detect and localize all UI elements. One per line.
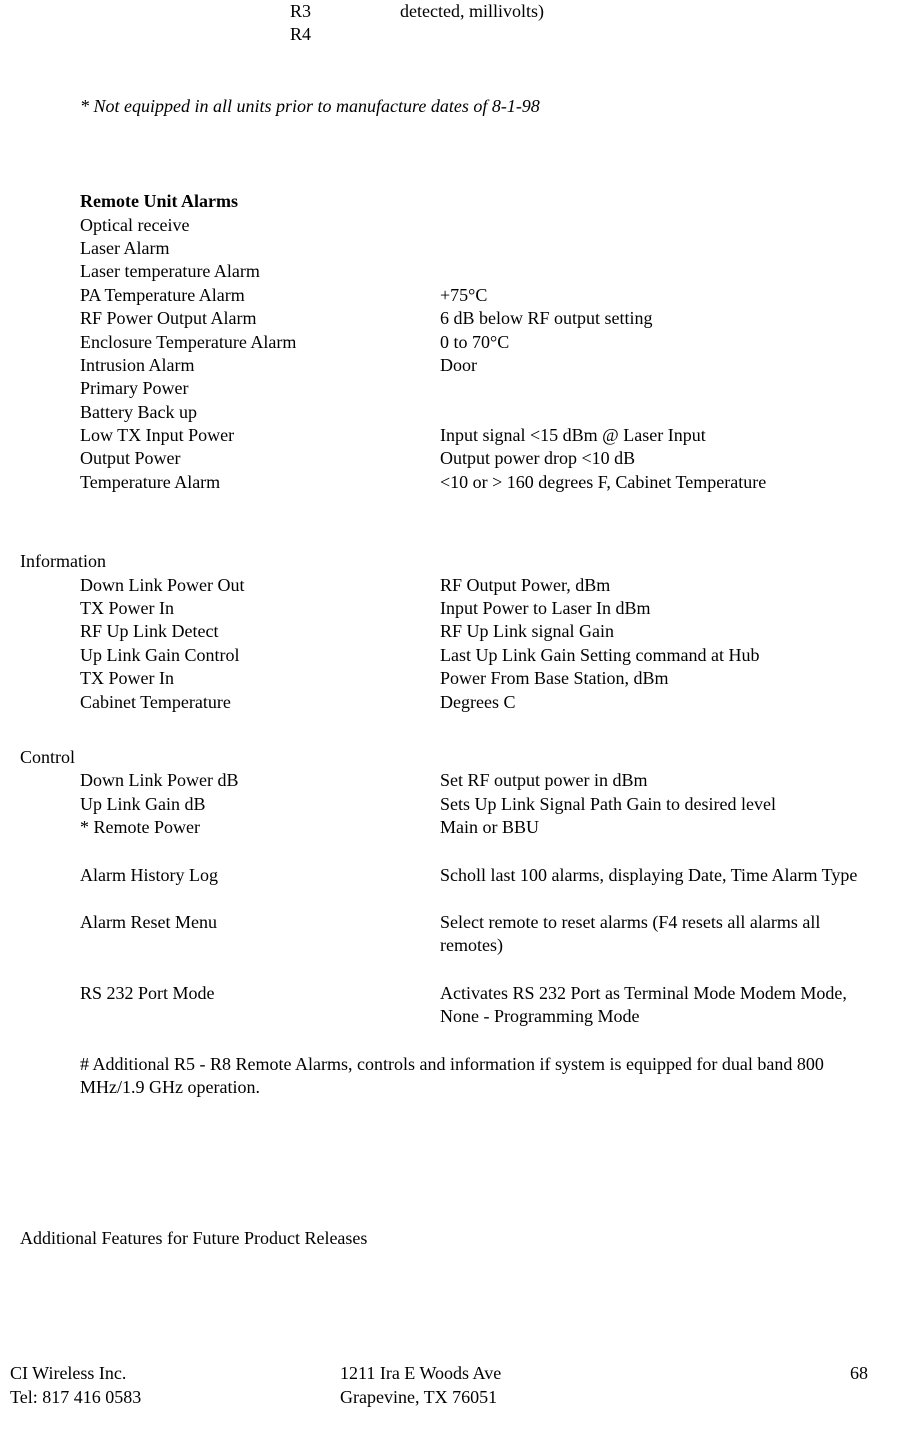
- alarm-row-label: Laser Alarm: [10, 237, 440, 260]
- alarm-row-label: Output Power: [10, 447, 440, 470]
- info-row-label: TX Power In: [10, 597, 440, 620]
- alarm-row-label: Optical receive: [10, 214, 440, 237]
- alarm-row-label: Battery Back up: [10, 401, 440, 424]
- alarm-row-value: +75°C: [440, 284, 868, 307]
- r4-label: R4: [10, 23, 400, 46]
- alarm-row-value: Output power drop <10 dB: [440, 447, 868, 470]
- info-row-label: Up Link Gain Control: [10, 644, 440, 667]
- control-row-value: Main or BBU: [440, 816, 868, 839]
- hash-note: # Additional R5 - R8 Remote Alarms, cont…: [10, 1053, 868, 1100]
- r3-value: detected, millivolts): [400, 0, 868, 23]
- control-row-value: Sets Up Link Signal Path Gain to desired…: [440, 793, 868, 816]
- control-row-value: Scholl last 100 alarms, displaying Date,…: [440, 864, 868, 887]
- control-row-label: * Remote Power: [10, 816, 440, 839]
- alarm-row-label: PA Temperature Alarm: [10, 284, 440, 307]
- info-row-label: Down Link Power Out: [10, 574, 440, 597]
- footnote-text: * Not equipped in all units prior to man…: [10, 95, 868, 118]
- alarm-row-value: <10 or > 160 degrees F, Cabinet Temperat…: [440, 471, 868, 494]
- control-row-label: Alarm History Log: [10, 864, 440, 887]
- information-heading: Information: [10, 550, 868, 573]
- alarm-row-label: Laser temperature Alarm: [10, 260, 440, 283]
- alarm-row-label: Intrusion Alarm: [10, 354, 440, 377]
- footer-page-number: 68: [808, 1362, 868, 1385]
- control-row-value: Select remote to reset alarms (F4 resets…: [440, 911, 868, 958]
- alarm-row-value: Input signal <15 dBm @ Laser Input: [440, 424, 868, 447]
- info-row-value: RF Output Power, dBm: [440, 574, 868, 597]
- alarm-row-label: Primary Power: [10, 377, 440, 400]
- control-row-value: Set RF output power in dBm: [440, 769, 868, 792]
- control-row-label: RS 232 Port Mode: [10, 982, 440, 1005]
- r3-label: R3: [10, 0, 400, 23]
- info-row-label: TX Power In: [10, 667, 440, 690]
- footer-tel: Tel: 817 416 0583: [10, 1386, 340, 1409]
- info-row-value: Power From Base Station, dBm: [440, 667, 868, 690]
- alarm-row-label: Enclosure Temperature Alarm: [10, 331, 440, 354]
- alarm-row-label: RF Power Output Alarm: [10, 307, 440, 330]
- alarm-row-label: Temperature Alarm: [10, 471, 440, 494]
- control-row-label: Alarm Reset Menu: [10, 911, 440, 934]
- info-row-value: Last Up Link Gain Setting command at Hub: [440, 644, 868, 667]
- control-row-label: Up Link Gain dB: [10, 793, 440, 816]
- footer-addr2: Grapevine, TX 76051: [340, 1386, 808, 1409]
- alarm-row-value: 0 to 70°C: [440, 331, 868, 354]
- info-row-label: RF Up Link Detect: [10, 620, 440, 643]
- alarm-row-label: Low TX Input Power: [10, 424, 440, 447]
- remote-alarms-heading: Remote Unit Alarms: [10, 190, 868, 213]
- footer-company: CI Wireless Inc.: [10, 1362, 340, 1385]
- page-footer: CI Wireless Inc. Tel: 817 416 0583 1211 …: [10, 1362, 868, 1409]
- alarm-row-value: 6 dB below RF output setting: [440, 307, 868, 330]
- alarm-row-value: Door: [440, 354, 868, 377]
- footer-addr1: 1211 Ira E Woods Ave: [340, 1362, 808, 1385]
- control-row-value: Activates RS 232 Port as Terminal Mode M…: [440, 982, 868, 1029]
- info-row-value: Degrees C: [440, 691, 868, 714]
- control-heading: Control: [10, 746, 868, 769]
- info-row-value: RF Up Link signal Gain: [440, 620, 868, 643]
- info-row-value: Input Power to Laser In dBm: [440, 597, 868, 620]
- additional-features-heading: Additional Features for Future Product R…: [10, 1227, 868, 1250]
- info-row-label: Cabinet Temperature: [10, 691, 440, 714]
- control-row-label: Down Link Power dB: [10, 769, 440, 792]
